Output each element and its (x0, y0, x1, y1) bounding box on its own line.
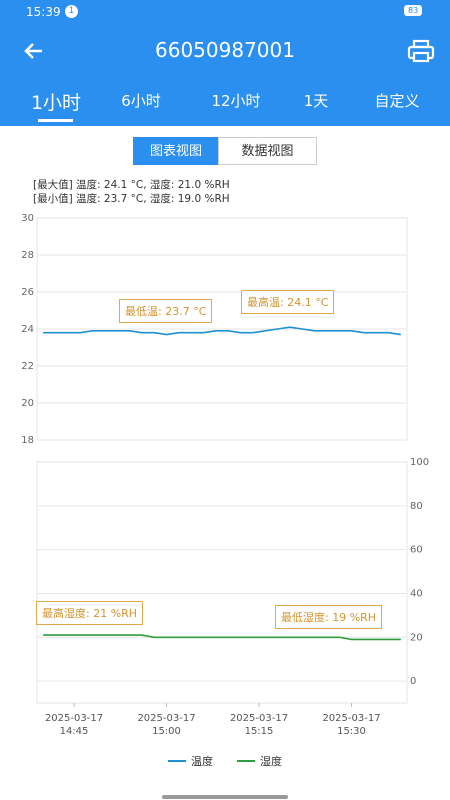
y-tick-label: 20 (21, 398, 34, 409)
plot-frame (36, 461, 408, 704)
x-tick-label: 2025-03-17 15:15 (229, 713, 289, 737)
y-tick-label: 0 (410, 676, 416, 687)
y-tick-label: 60 (410, 545, 423, 556)
app-bar (0, 0, 450, 126)
y-tick-label: 20 (410, 632, 423, 643)
tab-indicator (38, 119, 73, 122)
toggle-button[interactable]: 图表视图 (133, 137, 219, 165)
tab[interactable]: 自定义 (374, 92, 420, 110)
print-icon[interactable] (407, 39, 435, 63)
summary-line: [最大值] 温度: 24.1 °C, 湿度: 21.0 %RH (33, 179, 230, 191)
annotation: 最高温: 24.1 °C (241, 290, 335, 314)
y-tick-label: 28 (21, 250, 34, 261)
legend-label: 温度 (191, 755, 213, 768)
battery: 83 (404, 5, 423, 16)
legend-swatch (168, 760, 186, 762)
tab[interactable]: 1天 (303, 92, 329, 110)
data-line (43, 326, 401, 336)
y-tick-label: 22 (21, 361, 34, 372)
tab[interactable]: 1小时 (30, 92, 82, 114)
summary-line: [最小值] 温度: 23.7 °C, 湿度: 19.0 %RH (33, 193, 230, 205)
status-badge: 1 (65, 5, 78, 18)
tab[interactable]: 6小时 (121, 92, 161, 110)
legend-label: 湿度 (260, 755, 282, 768)
x-tick-label: 2025-03-17 14:45 (44, 713, 104, 737)
y-tick-label: 30 (21, 213, 34, 224)
y-tick-label: 80 (410, 501, 423, 512)
status-time: 15:39 (26, 5, 61, 19)
y-tick-label: 40 (410, 588, 423, 599)
annotation: 最低湿度: 19 %RH (275, 605, 383, 629)
toggle-button[interactable]: 数据视图 (218, 137, 317, 165)
y-tick-label: 100 (410, 457, 429, 468)
tab[interactable]: 12小时 (211, 92, 261, 110)
annotation: 最低温: 23.7 °C (119, 299, 213, 323)
y-tick-label: 24 (21, 324, 34, 335)
home-indicator (162, 795, 288, 799)
annotation: 最高湿度: 21 %RH (36, 601, 144, 625)
y-tick-label: 26 (21, 287, 34, 298)
x-tick-label: 2025-03-17 15:00 (137, 713, 196, 737)
x-tick-label: 2025-03-17 15:30 (322, 713, 381, 737)
back-icon[interactable] (24, 43, 42, 59)
header-title: 66050987001 (155, 38, 295, 62)
data-line (43, 634, 401, 641)
header-icons (24, 39, 435, 63)
y-tick-label: 18 (21, 435, 34, 446)
legend-swatch (237, 760, 255, 762)
